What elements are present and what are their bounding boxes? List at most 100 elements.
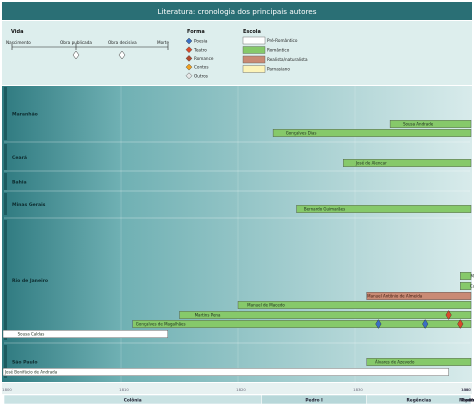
- author-bar-martins-pena: [179, 311, 472, 319]
- author-bar-alvares-de-azevedo: [366, 358, 472, 366]
- legend-vida-title: Vida: [11, 29, 23, 35]
- region-marker-sao-paulo: [4, 345, 7, 378]
- x-tick-1840: 1840: [461, 387, 471, 392]
- author-label-jose-bonifacio-de-andrada: José Bonifácio de Andrada: [4, 370, 58, 375]
- period-label-pedro-i: Pedro I: [305, 398, 323, 404]
- x-tick-1870: 1870: [461, 387, 471, 392]
- legend-escola-label-romantico: Romântico: [267, 48, 290, 53]
- legend-forma-swatch-teatro: [185, 46, 193, 53]
- period-bands: Colônia Pedro I Regências Pedro IIRepública: [3, 394, 474, 405]
- legend-decisive-diamond: [118, 50, 126, 60]
- author-row-goncalves-de-magalhaes: Gonçalves de Magalhães: [132, 319, 472, 329]
- region-marker-ceara: [4, 144, 7, 170]
- author-label-goncalves-de-magalhaes: Gonçalves de Magalhães: [136, 322, 186, 327]
- x-tick-1890: 1890: [461, 387, 471, 392]
- author-row-martins-pena: Martins Pena: [179, 310, 472, 320]
- author-row-machado-de-assis: Machado de Assis: [460, 272, 474, 280]
- region-marker-minas-gerais: [4, 193, 7, 215]
- author-row-alvares-de-azevedo: Álvares de Azevedo: [366, 358, 472, 366]
- region-label-maranhao: Maranhão: [12, 112, 38, 118]
- author-label-bernardo-guimaraes: Bernardo Guimarães: [304, 207, 345, 212]
- work-marker-goncalves-de-magalhaes-1839-2: [457, 319, 464, 329]
- x-tick-1850: 1850: [461, 387, 471, 392]
- period-label-republica: República: [459, 397, 474, 404]
- author-bar-jose-de-alencar: [343, 159, 472, 167]
- author-bar-machado-de-assis: [460, 272, 472, 280]
- legend-vida-label-3: Obra decisiva: [108, 40, 137, 45]
- period-label-pedro-ii: Pedro II: [462, 398, 474, 404]
- region-label-rio-de-janeiro: Rio de Janeiro: [12, 278, 48, 284]
- region-label-sao-paulo: São Paulo: [12, 360, 38, 366]
- x-tick-1800: 1800: [2, 387, 12, 392]
- author-label-martins-pena: Martins Pena: [195, 313, 221, 318]
- legend-forma-swatch-poesia: [185, 37, 193, 45]
- author-row-jose-bonifacio-de-andrada: José Bonifácio de Andrada: [2, 368, 449, 376]
- author-label-machado-de-assis: Machado de Assis: [470, 274, 474, 279]
- legend-escola-swatch-parnasiano: [242, 65, 266, 73]
- work-marker-martins-pena-1838-0: [445, 310, 452, 320]
- author-bar-sousa-andrade: [389, 120, 472, 128]
- author-label-goncalves-dias: Gonçalves Dias: [286, 131, 317, 136]
- author-label-sousa-caldas: Sousa Caldas: [18, 332, 45, 337]
- legend-forma-label-romance: Romance: [194, 56, 214, 61]
- author-row-goncalves-dias: Gonçalves Dias: [272, 129, 472, 137]
- legend-forma-label-contos: Contos: [194, 65, 209, 70]
- author-bar-goncalves-dias: [272, 129, 472, 137]
- work-marker-goncalves-de-magalhaes-1832-0: [375, 319, 382, 329]
- legend-escola-swatch-pre-romantico: [242, 36, 266, 45]
- x-tick-1900: 1900: [461, 387, 471, 392]
- author-label-manuel-de-macedo: Manuel de Macedo: [247, 303, 285, 308]
- x-tick-1810: 1810: [119, 387, 129, 392]
- region-marker-maranhao: [4, 87, 7, 140]
- legend-vida-label-2: Obra publicada: [60, 40, 92, 45]
- title-bar: [2, 2, 472, 20]
- author-row-bernardo-guimaraes: Bernardo Guimarães: [296, 205, 472, 213]
- legend-area: [2, 21, 472, 85]
- chart-title: Literatura: cronologia dos principais au…: [158, 7, 317, 16]
- legend-escola-label-realista-naturalista: Realista/naturalista: [267, 57, 308, 62]
- legend-forma: Forma Poesia Teatro Romance Contos Outros: [185, 29, 214, 80]
- x-tick-1860: 1860: [461, 387, 471, 392]
- x-tick-1910: 1910: [461, 387, 471, 392]
- author-label-alvares-de-azevedo: Álvares de Azevedo: [375, 360, 415, 365]
- author-label-jose-de-alencar: José de Alencar: [355, 161, 387, 166]
- region-label-ceara: Ceará: [12, 154, 27, 161]
- legend-forma-swatch-romance: [185, 55, 193, 62]
- legend-vida-label-4: Morte: [157, 40, 170, 45]
- legend-escola-title: Escola: [243, 29, 261, 35]
- legend-escola-label-parnasiano: Parnasiano: [267, 67, 290, 72]
- author-bar-jose-bonifacio-de-andrada: [2, 368, 449, 376]
- period-label-regencias: Regências: [406, 397, 431, 404]
- legend-published-diamond: [72, 50, 80, 60]
- author-row-sousa-andrade: Sousa Andrade: [389, 120, 472, 128]
- author-row-manuel-de-macedo: Manuel de Macedo: [237, 301, 472, 309]
- author-bar-manuel-antonio-de-almeida: [366, 292, 472, 300]
- region-labels: Maranhão Ceará Bahia Minas Gerais Rio de Jan…: [4, 87, 470, 378]
- author-row-manuel-antonio-de-almeida: Manuel Antônio de Almeida: [366, 292, 472, 300]
- legend-vida: Vida Nascimento Obra publicada Obra deci…: [6, 29, 170, 60]
- author-bar-goncalves-de-magalhaes: [132, 320, 472, 328]
- region-label-minas-gerais: Minas Gerais: [12, 202, 46, 208]
- legend-forma-label-teatro: Teatro: [193, 47, 207, 52]
- legend-forma-swatch-contos: [185, 63, 193, 71]
- author-bar-casimiro-de-abreu: [460, 282, 472, 290]
- author-row-sousa-caldas: Sousa Caldas: [2, 330, 169, 338]
- legend-vida-label-1: Nascimento: [6, 40, 31, 45]
- x-tick-1880: 1880: [461, 387, 471, 392]
- region-marker-bahia: [4, 173, 7, 190]
- x-tick-1830: 1830: [353, 387, 363, 392]
- legend-forma-label-outros: Outros: [194, 73, 208, 78]
- author-bars: Raimundo CorreiaArtur de AzevedoAluísio …: [2, 120, 474, 376]
- period-band-regencias: [366, 394, 472, 405]
- author-label-manuel-antonio-de-almeida: Manuel Antônio de Almeida: [367, 294, 423, 299]
- author-row-casimiro-de-abreu: Casimiro de Abreu: [460, 282, 474, 290]
- legend-forma-title: Forma: [187, 29, 205, 35]
- legend-escola-swatch-romantico: [242, 46, 266, 54]
- work-marker-goncalves-de-magalhaes-1836-1: [422, 319, 429, 329]
- author-bar-manuel-de-macedo: [237, 301, 472, 309]
- author-bar-sousa-caldas: [2, 330, 169, 338]
- legend-escola-label-pre-romantico: Pré-Romântico: [267, 38, 298, 43]
- legend-escola: Escola Pré-Romântico Romântico Realista/na…: [242, 29, 308, 73]
- legend-forma-swatch-outros: [185, 72, 193, 80]
